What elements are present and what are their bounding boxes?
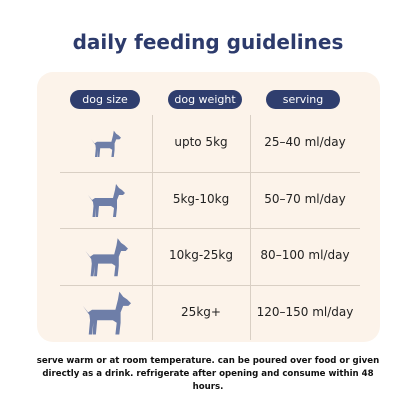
- serving-cell: 120–150 ml/day: [256, 304, 354, 319]
- dog-icon: [88, 183, 125, 217]
- weight-cell: 10kg-25kg: [168, 248, 233, 263]
- dog-icon: [82, 291, 131, 335]
- row-divider: [60, 284, 360, 286]
- serving-cell: 80–100 ml/day: [260, 248, 350, 263]
- dog-shape: [85, 237, 128, 276]
- dog-icon: [91, 130, 121, 157]
- dog-icon: [85, 237, 128, 276]
- row-divider: [60, 228, 360, 229]
- weight-cell: upto 5kg: [174, 135, 228, 150]
- divider: [250, 115, 251, 340]
- dog-shape: [88, 183, 125, 217]
- dog-shape: [91, 130, 121, 157]
- serving-cell: 25–40 ml/day: [264, 135, 346, 150]
- divider: [152, 115, 153, 340]
- column-header: dog weight: [168, 90, 242, 109]
- dog-shape: [82, 291, 131, 335]
- column-header: serving: [266, 90, 340, 109]
- weight-cell: 25kg+: [181, 304, 221, 319]
- title: daily feeding guidelines: [72, 30, 344, 54]
- row-divider: [60, 171, 360, 173]
- column-header: dog size: [70, 90, 140, 109]
- weight-cell: 5kg-10kg: [172, 191, 230, 206]
- serving-cell: 50–70 ml/day: [264, 191, 346, 206]
- footer-note: serve warm or at room temperature. can b…: [36, 356, 380, 392]
